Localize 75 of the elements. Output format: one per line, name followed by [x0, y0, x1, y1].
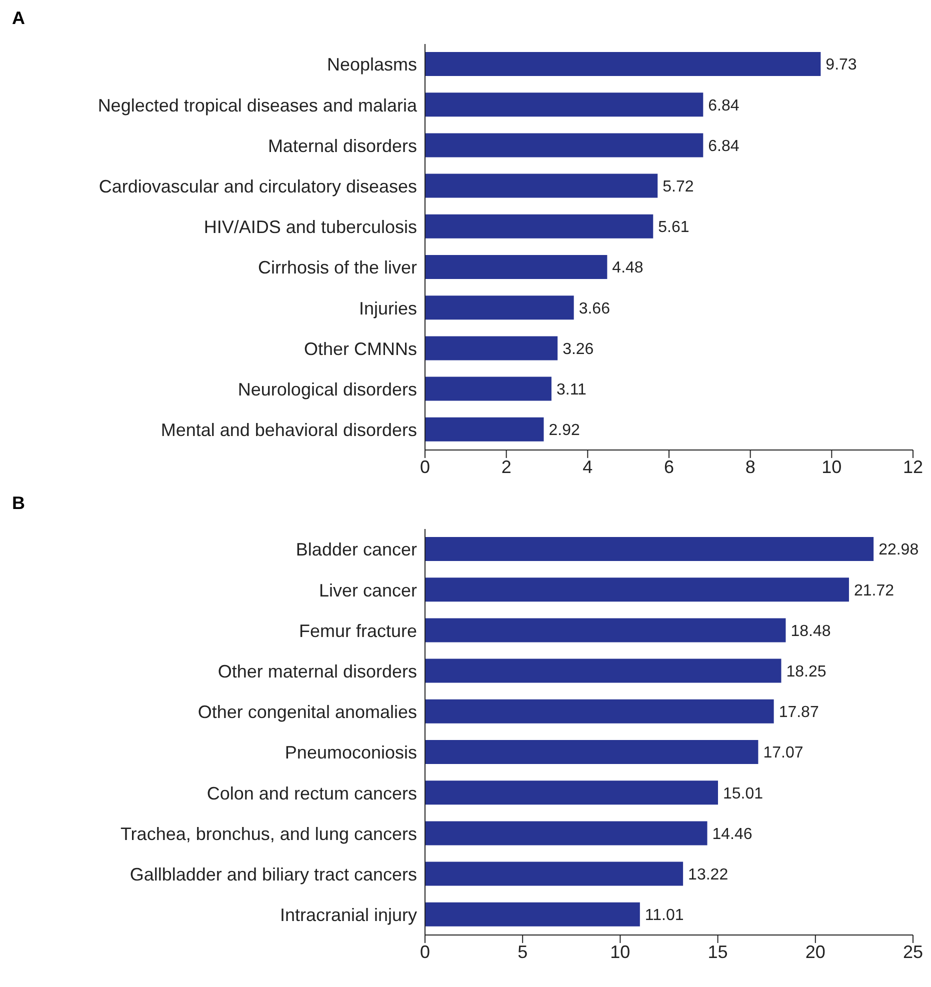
data-label: 6.84 — [708, 97, 740, 114]
y-tick-label: Bladder cancer — [296, 540, 417, 560]
bar — [425, 133, 704, 158]
data-label: 17.87 — [778, 704, 819, 722]
bar — [425, 255, 608, 279]
y-tick-label: Pneumoconiosis — [284, 742, 417, 763]
data-label: 9.73 — [826, 56, 857, 74]
y-tick-label: Neurological disorders — [238, 379, 417, 400]
data-label: 11.01 — [644, 907, 684, 924]
y-tick-label: Other congenital anomalies — [198, 702, 417, 722]
data-label: 4.48 — [612, 260, 644, 277]
data-label: 18.48 — [790, 622, 831, 640]
bar — [425, 740, 758, 764]
y-tick-label: Other maternal disorders — [218, 661, 417, 682]
bar — [425, 214, 654, 238]
y-tick-label: Colon and rectum cancers — [206, 783, 417, 804]
x-tick-label: 5 — [518, 942, 528, 962]
data-label: 3.26 — [562, 340, 594, 358]
data-label: 13.22 — [688, 866, 728, 884]
y-tick-label: Maternal disorders — [268, 136, 417, 156]
y-tick-label: Mental and behavioral disorders — [160, 420, 417, 440]
data-label: 3.11 — [556, 381, 587, 398]
bar — [425, 417, 544, 442]
y-tick-label: Femur fracture — [298, 620, 417, 641]
y-tick-label: Neoplasms — [326, 54, 417, 75]
x-tick-label: 10 — [822, 456, 842, 477]
x-tick-label: 20 — [805, 942, 826, 962]
x-tick-label: 0 — [420, 456, 430, 477]
bar — [425, 780, 718, 805]
bar — [425, 537, 874, 561]
data-label: 21.72 — [854, 582, 894, 600]
data-label: 15.01 — [722, 785, 764, 802]
data-label: 3.66 — [578, 300, 610, 318]
bar — [425, 699, 774, 724]
x-tick-label: 6 — [664, 456, 674, 477]
x-tick-label: 25 — [902, 942, 924, 962]
bar — [425, 336, 558, 360]
data-label: 22.98 — [878, 542, 919, 559]
bar — [425, 52, 821, 76]
bar — [425, 296, 574, 320]
y-tick-label: Cirrhosis of the liver — [258, 258, 418, 278]
bar — [425, 578, 849, 602]
x-tick-label: 0 — [420, 942, 430, 962]
x-tick-label: 10 — [610, 942, 630, 962]
y-tick-label: Liver cancer — [318, 580, 417, 600]
y-tick-label: Gallbladder and biliary tract cancers — [130, 864, 417, 884]
data-label: 18.25 — [786, 663, 826, 680]
y-tick-label: Neglected tropical diseases and malaria — [98, 95, 418, 116]
y-tick-label: Other CMNNs — [304, 338, 417, 359]
x-tick-label: 2 — [501, 456, 512, 477]
bar — [425, 821, 708, 846]
y-tick-label: HIV/AIDS and tuberculosis — [204, 217, 417, 238]
x-tick-label: 15 — [708, 942, 728, 962]
x-tick-label: 12 — [902, 456, 924, 477]
bar — [425, 376, 552, 401]
bar — [425, 618, 786, 642]
data-label: 2.92 — [548, 422, 580, 440]
bar — [425, 862, 684, 886]
y-tick-label: Trachea, bronchus, and lung cancers — [120, 824, 417, 844]
x-tick-label: 4 — [582, 456, 593, 477]
y-tick-label: Injuries — [358, 298, 417, 318]
text: B — [11, 493, 26, 515]
x-tick-label: 8 — [745, 456, 756, 477]
data-label: 17.07 — [763, 744, 804, 762]
data-label: 6.84 — [708, 138, 740, 155]
y-tick-label: Cardiovascular and circulatory diseases — [98, 176, 417, 196]
data-label: 14.46 — [712, 826, 752, 843]
data-label: 5.72 — [662, 178, 694, 196]
text: A — [11, 8, 26, 30]
bar — [425, 658, 782, 683]
y-tick-label: Intracranial injury — [280, 905, 417, 926]
data-label: 5.61 — [658, 219, 690, 236]
bar — [425, 902, 640, 926]
bar — [425, 174, 658, 198]
bar — [425, 92, 704, 117]
